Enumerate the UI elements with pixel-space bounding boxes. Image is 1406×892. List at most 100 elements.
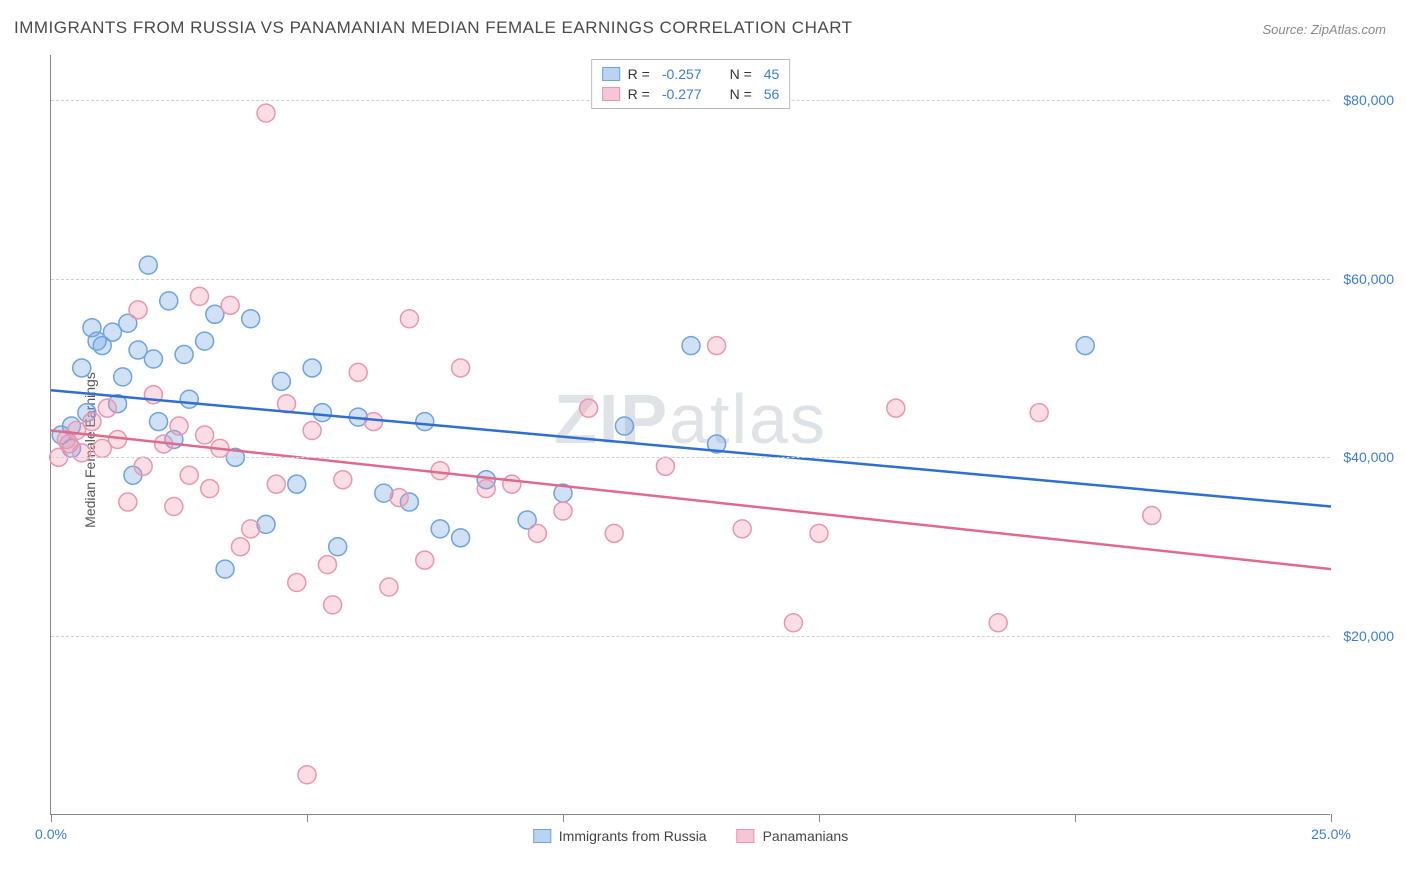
scatter-point (134, 457, 152, 475)
x-tick (563, 814, 564, 822)
r-label: R = (628, 86, 650, 102)
scatter-point (416, 551, 434, 569)
n-label: N = (730, 66, 752, 82)
legend-label-russia: Immigrants from Russia (559, 828, 707, 844)
source-label: Source: ZipAtlas.com (1262, 22, 1386, 37)
swatch-panama-icon (737, 829, 755, 843)
scatter-point (73, 444, 91, 462)
scatter-point (349, 363, 367, 381)
scatter-point (201, 480, 219, 498)
x-tick (1331, 814, 1332, 822)
scatter-point (196, 426, 214, 444)
grid-line (51, 279, 1330, 280)
n-value-panama: 56 (764, 86, 780, 102)
x-tick (819, 814, 820, 822)
scatter-point (303, 422, 321, 440)
scatter-point (365, 413, 383, 431)
swatch-panama-icon (602, 87, 620, 101)
n-label: N = (730, 86, 752, 102)
scatter-point (119, 493, 137, 511)
scatter-point (733, 520, 751, 538)
grid-line (51, 636, 1330, 637)
scatter-point (1030, 404, 1048, 422)
scatter-point (196, 332, 214, 350)
scatter-point (329, 538, 347, 556)
scatter-point (180, 466, 198, 484)
x-tick (307, 814, 308, 822)
scatter-point (98, 399, 116, 417)
scatter-point (83, 413, 101, 431)
scatter-point (221, 296, 239, 314)
x-tick-label: 0.0% (35, 826, 67, 842)
scatter-point (605, 524, 623, 542)
scatter-point (165, 498, 183, 516)
scatter-point (784, 614, 802, 632)
scatter-point (144, 350, 162, 368)
legend-item-panama: Panamanians (737, 828, 849, 844)
scatter-point (615, 417, 633, 435)
scatter-point (150, 413, 168, 431)
scatter-point (313, 404, 331, 422)
legend-label-panama: Panamanians (763, 828, 849, 844)
scatter-point (431, 520, 449, 538)
scatter-point (242, 310, 260, 328)
scatter-point (503, 475, 521, 493)
scatter-point (380, 578, 398, 596)
scatter-point (477, 480, 495, 498)
scatter-point (242, 520, 260, 538)
scatter-point (324, 596, 342, 614)
legend-stats-row-russia: R = -0.257 N = 45 (602, 64, 780, 84)
r-value-russia: -0.257 (662, 66, 702, 82)
scatter-point (175, 346, 193, 364)
scatter-point (288, 475, 306, 493)
swatch-russia-icon (533, 829, 551, 843)
scatter-point (257, 104, 275, 122)
legend-stats-row-panama: R = -0.277 N = 56 (602, 84, 780, 104)
r-value-panama: -0.277 (662, 86, 702, 102)
x-tick-label: 25.0% (1311, 826, 1351, 842)
scatter-point (267, 475, 285, 493)
legend-item-russia: Immigrants from Russia (533, 828, 707, 844)
scatter-svg (51, 55, 1331, 815)
y-tick-label: $20,000 (1343, 628, 1394, 644)
scatter-point (390, 489, 408, 507)
scatter-point (318, 556, 336, 574)
scatter-point (989, 614, 1007, 632)
scatter-point (416, 413, 434, 431)
grid-line (51, 457, 1330, 458)
regression-line (51, 390, 1331, 506)
y-tick-label: $40,000 (1343, 449, 1394, 465)
scatter-point (160, 292, 178, 310)
scatter-point (682, 337, 700, 355)
scatter-point (190, 287, 208, 305)
r-label: R = (628, 66, 650, 82)
scatter-point (180, 390, 198, 408)
plot-area: ZIPatlas R = -0.257 N = 45 R = -0.277 N … (50, 55, 1330, 815)
scatter-point (452, 359, 470, 377)
scatter-point (452, 529, 470, 547)
scatter-point (73, 359, 91, 377)
scatter-point (334, 471, 352, 489)
scatter-point (114, 368, 132, 386)
scatter-point (810, 524, 828, 542)
n-value-russia: 45 (764, 66, 780, 82)
y-tick-label: $60,000 (1343, 271, 1394, 287)
chart-container: Median Female Earnings ZIPatlas R = -0.2… (50, 55, 1390, 845)
scatter-point (1076, 337, 1094, 355)
scatter-point (231, 538, 249, 556)
scatter-point (139, 256, 157, 274)
scatter-point (303, 359, 321, 377)
y-tick-label: $80,000 (1343, 92, 1394, 108)
scatter-point (170, 417, 188, 435)
scatter-point (528, 524, 546, 542)
x-tick (51, 814, 52, 822)
swatch-russia-icon (602, 67, 620, 81)
scatter-point (708, 337, 726, 355)
scatter-point (656, 457, 674, 475)
scatter-point (400, 310, 418, 328)
scatter-point (129, 301, 147, 319)
scatter-point (1143, 506, 1161, 524)
scatter-point (216, 560, 234, 578)
scatter-point (298, 766, 316, 784)
scatter-point (580, 399, 598, 417)
